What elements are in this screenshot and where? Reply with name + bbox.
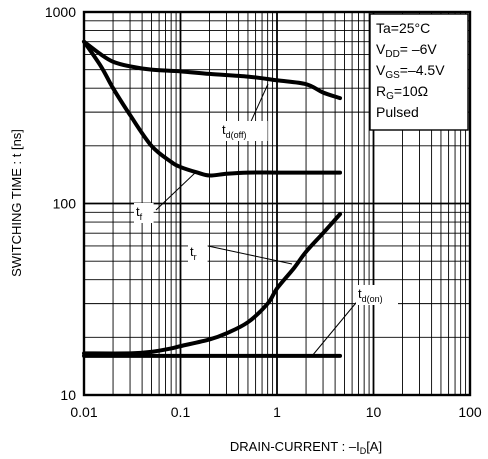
series-layer — [82, 39, 343, 358]
series-line-td_off — [82, 39, 343, 101]
leader-line-td_on — [311, 297, 361, 357]
curve-label-tr: tr — [190, 244, 197, 262]
x-tick-label: 0.1 — [171, 404, 191, 420]
curve-label-td_on: td(on) — [358, 286, 383, 304]
x-axis-label-sub: D — [360, 446, 367, 456]
y-axis-label: SWITCHING TIME : t [ns] — [9, 129, 24, 277]
conditions-box — [369, 13, 469, 131]
leader-line-td_off — [247, 83, 269, 129]
condition-line: RG=10Ω — [376, 83, 428, 102]
curve-label-bg-td_on — [356, 285, 398, 305]
y-tick-label: 100 — [53, 196, 77, 212]
curve-label-tf: tf — [136, 204, 143, 222]
curve-label-bg-tf — [134, 203, 154, 223]
x-tick-label: 1 — [273, 404, 281, 420]
curve-label-bg-tr — [188, 243, 208, 263]
tick-labels: 0.01 0.1 1 10 100 10 100 1000 — [45, 4, 482, 420]
conditions-legend: Ta=25°C VDD= –6V VGS=–4.5V RG=10Ω Pulsed — [369, 13, 469, 131]
y-tick-label: 1000 — [45, 4, 76, 20]
x-axis-label-unit: [A] — [366, 439, 382, 454]
leader-line-tf — [155, 171, 197, 211]
leader-lines — [155, 83, 361, 357]
series-line-tf — [82, 39, 343, 178]
condition-line: Ta=25°C — [376, 20, 430, 36]
curve-label-bg-td_off — [220, 121, 268, 141]
condition-line: Pulsed — [376, 104, 419, 120]
condition-line: VGS=–4.5V — [376, 62, 445, 81]
x-tick-label: 0.01 — [70, 404, 97, 420]
x-tick-label: 100 — [458, 404, 482, 420]
y-tick-label: 10 — [60, 387, 76, 403]
condition-line: VDD= –6V — [376, 41, 437, 60]
curve-label-td_off: td(off) — [222, 122, 246, 140]
x-axis-label: DRAIN-CURRENT : –ID[A] — [230, 439, 382, 456]
plot-frame — [82, 10, 472, 397]
leader-line-tr — [207, 245, 293, 265]
series-line-tr — [82, 212, 343, 356]
x-axis-label-main: DRAIN-CURRENT : –I — [230, 439, 360, 454]
curve-labels: td(off) tf tr td(on) — [134, 121, 398, 305]
x-tick-label: 10 — [366, 404, 382, 420]
